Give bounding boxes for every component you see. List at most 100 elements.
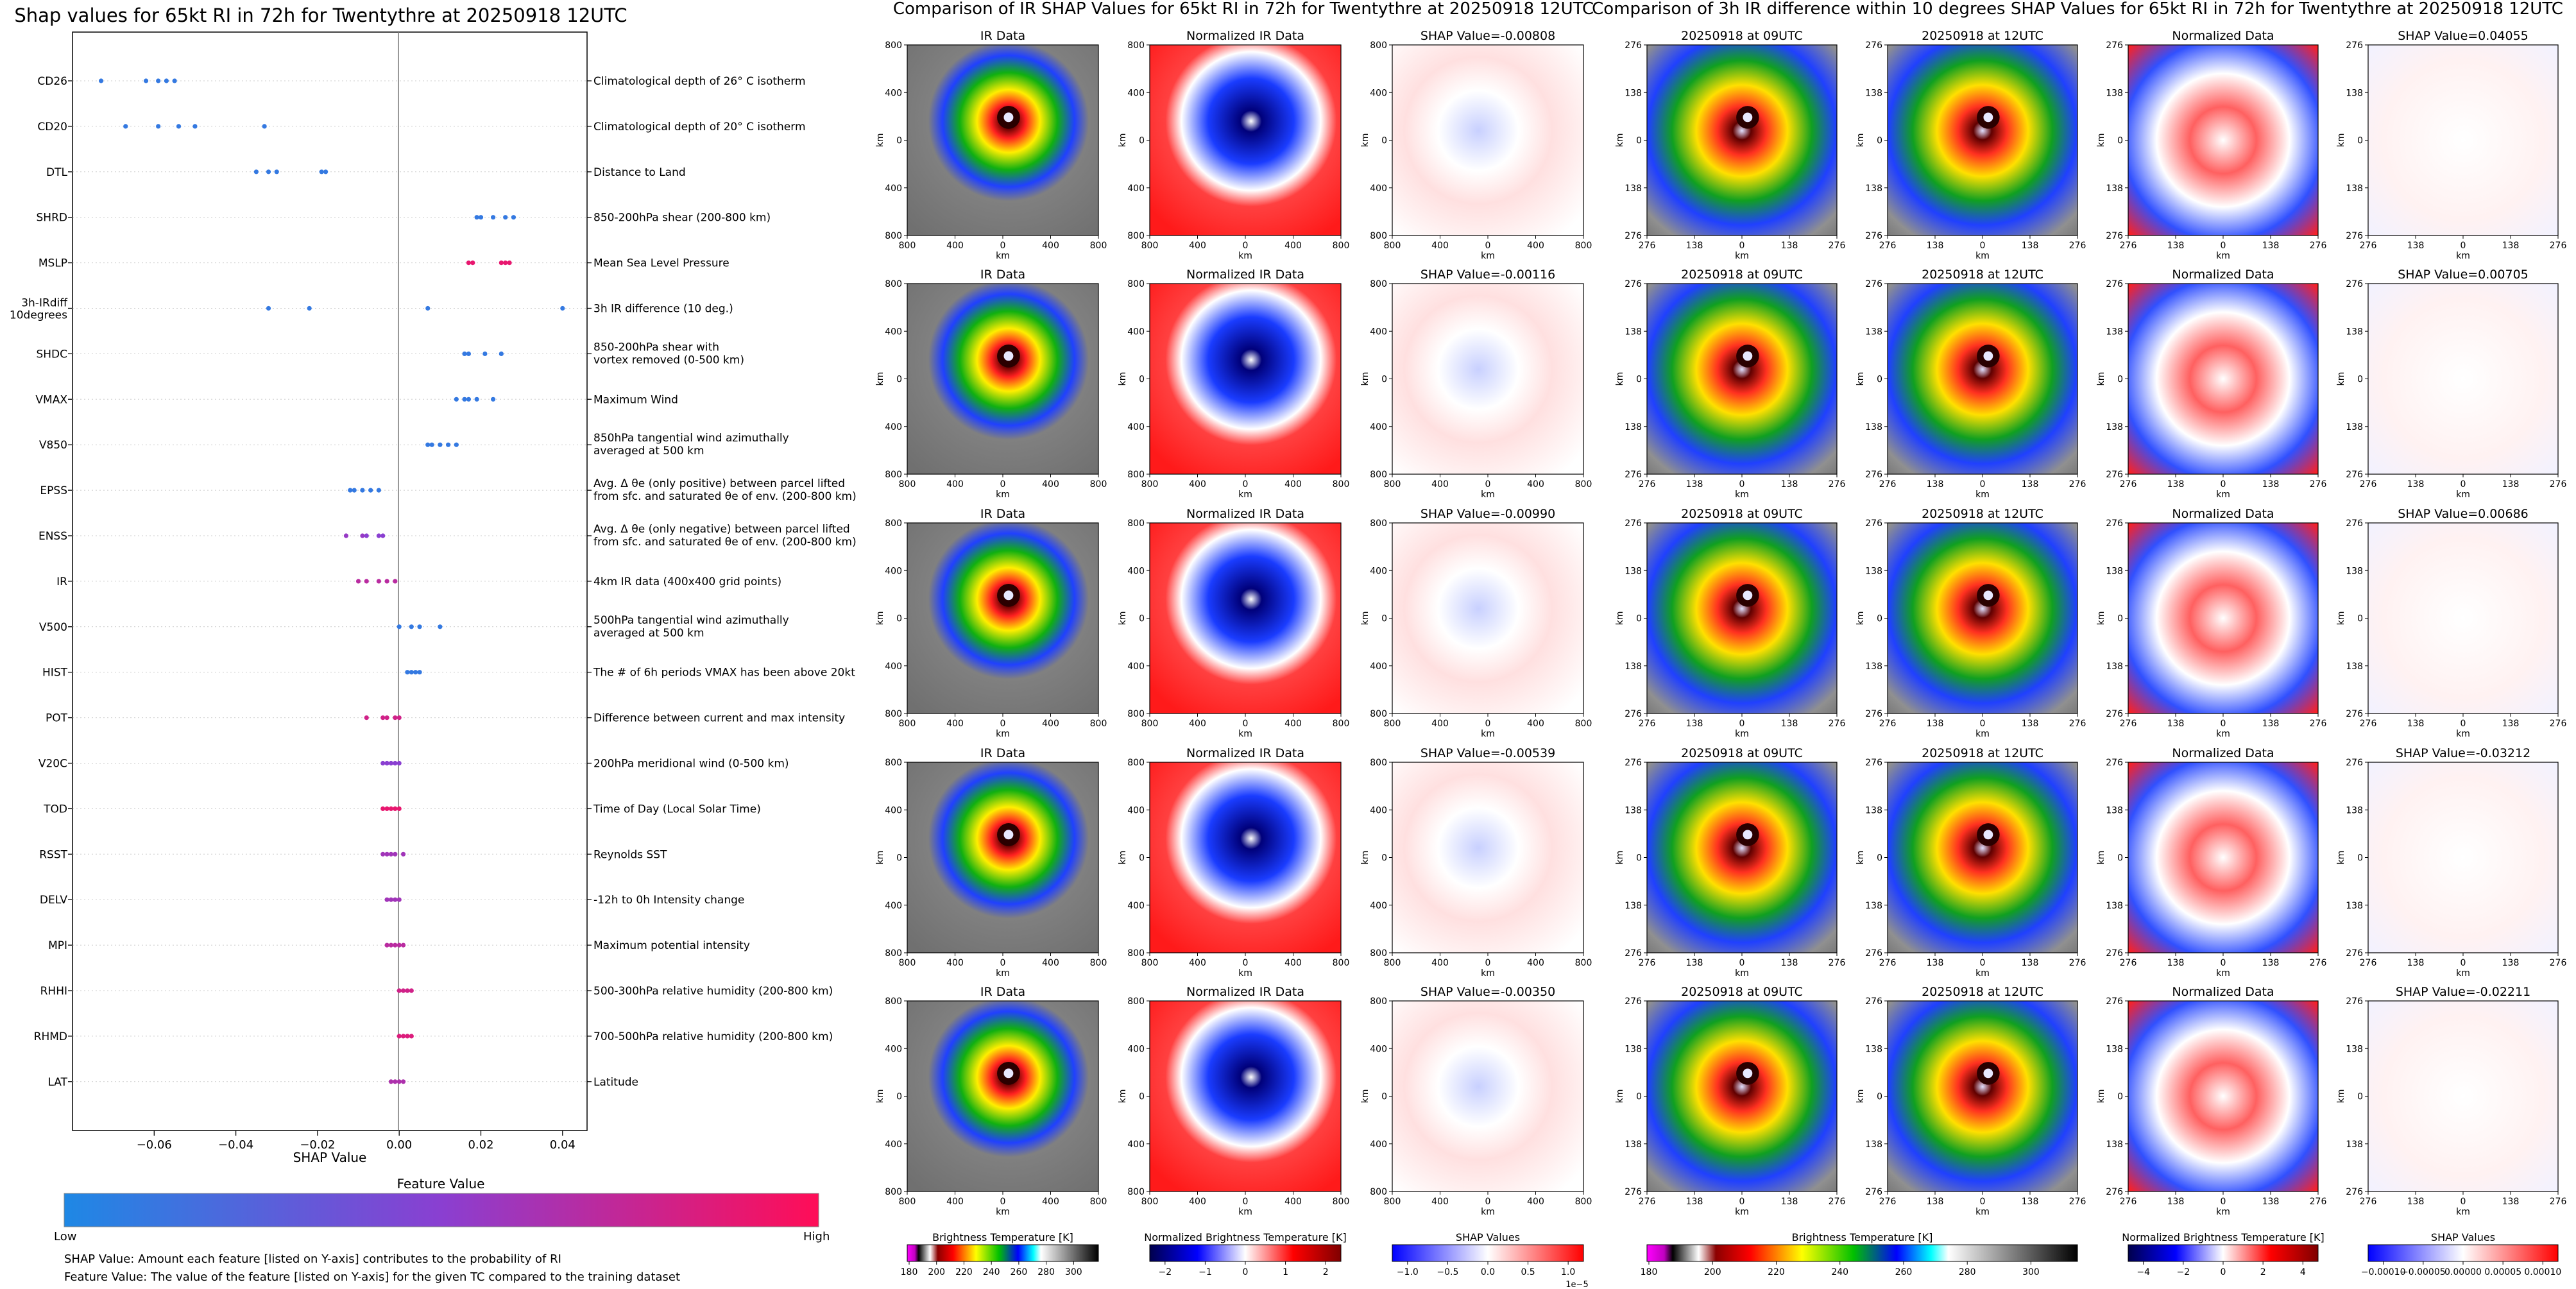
heatmap-panel: Normalized IR Data8008004004000040040080… bbox=[1118, 29, 1349, 261]
y-tick-label: 800 bbox=[1127, 40, 1145, 51]
heatmap-panel: SHAP Value=-0.00808800800400400004004008… bbox=[1360, 29, 1592, 261]
y-tick-label: 0 bbox=[2117, 375, 2123, 385]
shap-point bbox=[466, 351, 472, 357]
panel-title: IR Data bbox=[980, 507, 1025, 521]
y-tick-label: 138 bbox=[1625, 88, 1642, 98]
x-tick-label: 0 bbox=[1739, 1197, 1745, 1207]
x-tick-label: 0 bbox=[2461, 241, 2466, 251]
x-tick-label: 276 bbox=[1639, 241, 1656, 251]
x-axis-label: km bbox=[2456, 1207, 2470, 1217]
panel-image bbox=[2367, 283, 2559, 475]
feature-name: RSST bbox=[39, 848, 67, 861]
y-tick-label: 0 bbox=[2357, 136, 2363, 146]
x-tick-label: 0 bbox=[1000, 241, 1006, 251]
y-tick-label: 800 bbox=[885, 40, 902, 51]
y-tick-label: 138 bbox=[1625, 422, 1642, 432]
shap-point bbox=[413, 670, 418, 675]
y-tick-label: 400 bbox=[885, 1140, 902, 1150]
eye-center bbox=[1983, 112, 1993, 123]
y-tick-label: 138 bbox=[2106, 184, 2123, 194]
y-tick-label: 0 bbox=[1636, 1092, 1642, 1102]
x-tick-label: 138 bbox=[2407, 1197, 2425, 1207]
y-tick-label: 0 bbox=[1877, 614, 1882, 624]
eye-center bbox=[1983, 830, 1993, 840]
shap-point bbox=[355, 579, 361, 584]
panel-title: SHAP Value=-0.00808 bbox=[1420, 29, 1555, 43]
y-tick-label: 0 bbox=[1636, 614, 1642, 624]
x-tick-label: 400 bbox=[1042, 1197, 1059, 1207]
feature-name: EPSS bbox=[40, 484, 67, 497]
x-tick-label: 138 bbox=[2407, 958, 2425, 968]
colorbar-gradient bbox=[2367, 1244, 2559, 1262]
panel-image bbox=[1392, 762, 1584, 953]
x-axis-label: km bbox=[1735, 729, 1749, 739]
heatmap-panel: SHAP Value=-0.00990800800400400004004008… bbox=[1360, 507, 1592, 739]
colorbar-tick-label: −2 bbox=[1159, 1267, 1172, 1277]
irdiff-comparison-title: Comparison of 3h IR difference within 10… bbox=[1592, 0, 2563, 19]
x-tick-label: 138 bbox=[2262, 479, 2280, 490]
x-axis-label: km bbox=[996, 490, 1010, 500]
panel-image bbox=[1646, 283, 1838, 475]
feature-name: SHDC bbox=[36, 348, 67, 361]
shap-point bbox=[376, 488, 381, 493]
y-tick-label: 0 bbox=[1139, 136, 1145, 146]
shap-point bbox=[307, 305, 312, 311]
shap-point bbox=[384, 851, 389, 857]
panel-image bbox=[907, 44, 1099, 236]
feature-row: MPI Maximum potential intensity bbox=[48, 939, 750, 952]
x-tick-label: 276 bbox=[2360, 1197, 2377, 1207]
x-tick-label: 400 bbox=[1042, 241, 1059, 251]
x-tick-label: 276 bbox=[1879, 479, 1897, 490]
y-tick-label: 276 bbox=[1625, 996, 1642, 1007]
panel-image bbox=[1646, 44, 1838, 236]
y-tick-label: 138 bbox=[2106, 1044, 2123, 1054]
heatmap-panel: 20250918 at 12UTC27627613813800138138276… bbox=[1855, 29, 2086, 261]
feature-row: V500 500hPa tangential wind azimuthallyav… bbox=[39, 614, 789, 640]
x-tick-label: −0.02 bbox=[300, 1138, 335, 1152]
y-tick-label: 138 bbox=[2346, 184, 2363, 194]
feature-description: Climatological depth of 26° C isotherm bbox=[593, 75, 806, 88]
x-tick-label: 138 bbox=[2502, 479, 2520, 490]
panel-title: SHAP Value=-0.02211 bbox=[2396, 985, 2530, 999]
panel-image bbox=[1149, 522, 1342, 714]
colorbar-tick-label: 200 bbox=[928, 1267, 945, 1277]
x-axis-label: km bbox=[1238, 251, 1252, 261]
panel-image bbox=[1149, 283, 1342, 475]
y-tick-label: 276 bbox=[2106, 518, 2123, 529]
y-tick-label: 400 bbox=[1127, 566, 1145, 576]
shap-point bbox=[274, 169, 279, 175]
x-axis-label: km bbox=[2216, 729, 2230, 739]
y-axis-label: km bbox=[1360, 1089, 1370, 1104]
heatmap-panel: 20250918 at 09UTC27627613813800138138276… bbox=[1615, 507, 1845, 739]
x-tick-label: 400 bbox=[1189, 1197, 1206, 1207]
y-tick-label: 400 bbox=[1127, 422, 1145, 432]
colorbar-label: SHAP Values bbox=[2431, 1231, 2495, 1243]
colorbar-gradient bbox=[1392, 1244, 1584, 1262]
feature-description: Maximum potential intensity bbox=[593, 939, 750, 952]
colorbar-tick-label: −1.0 bbox=[1397, 1267, 1419, 1277]
y-tick-label: 276 bbox=[1865, 1187, 1882, 1197]
x-tick-label: 138 bbox=[2262, 1197, 2280, 1207]
x-tick-label: 138 bbox=[2167, 479, 2185, 490]
x-axis-label: km bbox=[996, 251, 1010, 261]
x-tick-label: 0 bbox=[1739, 958, 1745, 968]
feature-name: MPI bbox=[48, 939, 67, 952]
y-tick-label: 800 bbox=[1127, 996, 1145, 1007]
shap-point bbox=[409, 670, 414, 675]
feature-name: RHMD bbox=[34, 1030, 67, 1043]
feature-description: 700-500hPa relative humidity (200-800 km… bbox=[593, 1030, 833, 1043]
y-tick-label: 276 bbox=[2106, 709, 2123, 719]
panel-image bbox=[1392, 44, 1584, 236]
x-tick-label: 0 bbox=[1980, 1197, 1986, 1207]
y-axis-label: km bbox=[1360, 611, 1370, 626]
shap-point bbox=[393, 897, 398, 902]
shap-point bbox=[397, 988, 402, 993]
x-tick-label: 138 bbox=[2502, 958, 2520, 968]
shap-point bbox=[360, 488, 365, 493]
y-axis-label: km bbox=[2336, 611, 2346, 626]
y-tick-label: 138 bbox=[2346, 901, 2363, 911]
panel-image bbox=[1392, 522, 1584, 714]
panel-image bbox=[2128, 283, 2319, 475]
